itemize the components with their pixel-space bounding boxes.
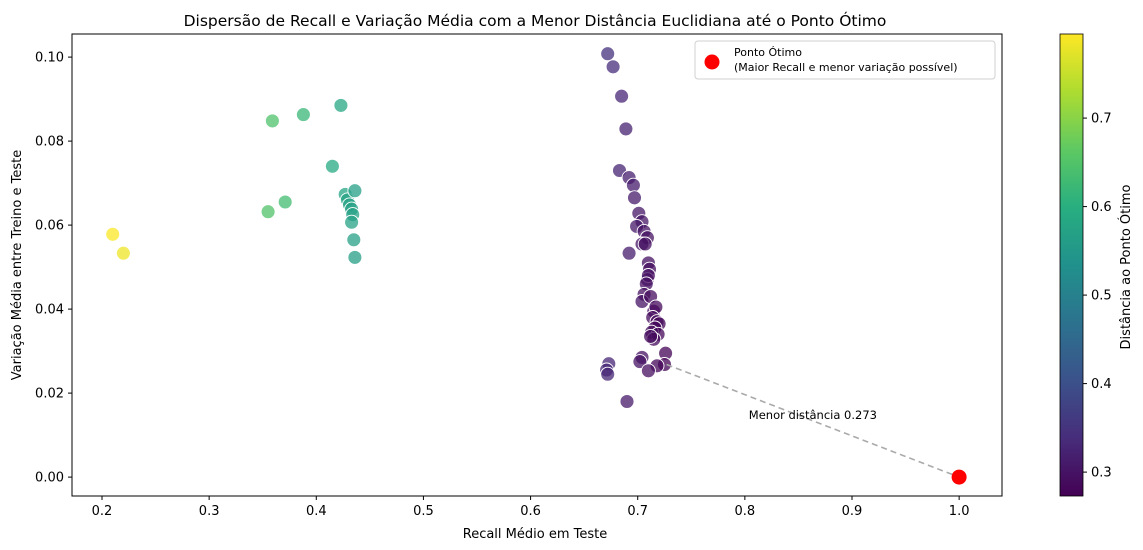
x-tick-label: 0.9 <box>842 504 863 519</box>
chart-title: Dispersão de Recall e Variação Média com… <box>184 11 887 30</box>
colorbar: 0.3 0.4 0.5 0.6 0.7 Distância ao Ponto Ótimo <box>1059 33 1134 497</box>
x-tick-label: 1.0 <box>949 504 970 519</box>
colorbar-gradient <box>1059 33 1084 497</box>
x-axis-label: Recall Médio em Teste <box>463 527 607 542</box>
scatter-point <box>333 97 349 113</box>
scatter-point <box>347 183 363 199</box>
scatter-point <box>260 204 276 220</box>
colorbar-tick-label: 0.7 <box>1091 112 1112 127</box>
x-tick-label: 0.7 <box>627 504 648 519</box>
x-tick-label: 0.8 <box>735 504 756 519</box>
scatter-point <box>640 363 656 379</box>
optimal-point <box>951 469 967 485</box>
scatter-point <box>643 328 659 344</box>
y-tick-label: 0.04 <box>35 303 64 318</box>
x-tick-label: 0.5 <box>413 504 434 519</box>
scatter-point <box>632 354 648 370</box>
legend-label-line1: Ponto Ótimo <box>734 46 802 59</box>
scatter-point <box>295 107 311 123</box>
colorbar-tick-label: 0.3 <box>1091 466 1112 481</box>
x-tick-label: 0.4 <box>306 504 327 519</box>
scatter-point <box>614 88 630 104</box>
scatter-point <box>619 394 635 409</box>
colorbar-tick-label: 0.4 <box>1091 377 1112 392</box>
scatter-point <box>637 236 653 252</box>
scatter-point <box>600 366 616 382</box>
scatter-point <box>105 226 121 242</box>
y-axis-ticks: 0.00 0.02 0.04 0.06 0.08 0.10 <box>35 51 72 486</box>
scatter-point <box>605 59 621 75</box>
legend-marker <box>704 54 720 70</box>
plot-area: Menor distância 0.273 <box>105 46 967 485</box>
legend-label: Ponto Ótimo (Maior Recall e menor variaç… <box>734 46 958 74</box>
scatter-point <box>347 249 363 265</box>
colorbar-label: Distância ao Ponto Ótimo <box>1118 184 1134 349</box>
scatter-point <box>324 158 340 174</box>
y-tick-label: 0.10 <box>35 51 64 66</box>
scatter-point <box>346 232 362 248</box>
colorbar-ticks: 0.3 0.4 0.5 0.6 0.7 <box>1083 112 1112 481</box>
scatter-point <box>600 46 616 62</box>
colorbar-tick-label: 0.6 <box>1091 200 1112 215</box>
scatter-point <box>344 214 360 230</box>
x-tick-label: 0.2 <box>92 504 113 519</box>
colorbar-tick-label: 0.5 <box>1091 289 1112 304</box>
y-tick-label: 0.00 <box>35 471 64 486</box>
y-tick-label: 0.02 <box>35 387 64 402</box>
scatter-point <box>625 177 641 193</box>
y-axis-label: Variação Média entre Treino e Teste <box>10 150 25 380</box>
distance-line <box>666 363 960 478</box>
scatter-point <box>621 245 637 261</box>
y-tick-label: 0.06 <box>35 219 64 234</box>
legend: Ponto Ótimo (Maior Recall e menor variaç… <box>694 40 996 80</box>
plot-frame <box>71 33 1003 497</box>
y-tick-label: 0.08 <box>35 135 64 150</box>
scatter-point <box>264 113 280 129</box>
legend-label-line2: (Maior Recall e menor variação possível) <box>734 61 958 74</box>
distance-annotation: Menor distância 0.273 <box>749 408 877 422</box>
x-axis-ticks: 0.2 0.3 0.4 0.5 0.6 0.7 0.8 0.9 1.0 <box>92 496 970 519</box>
scatter-point <box>277 194 293 210</box>
scatter-point <box>618 121 634 137</box>
legend-box <box>694 40 996 80</box>
x-tick-label: 0.3 <box>199 504 220 519</box>
x-tick-label: 0.6 <box>520 504 541 519</box>
scatter-point <box>115 245 131 261</box>
scatter-point <box>627 190 642 206</box>
